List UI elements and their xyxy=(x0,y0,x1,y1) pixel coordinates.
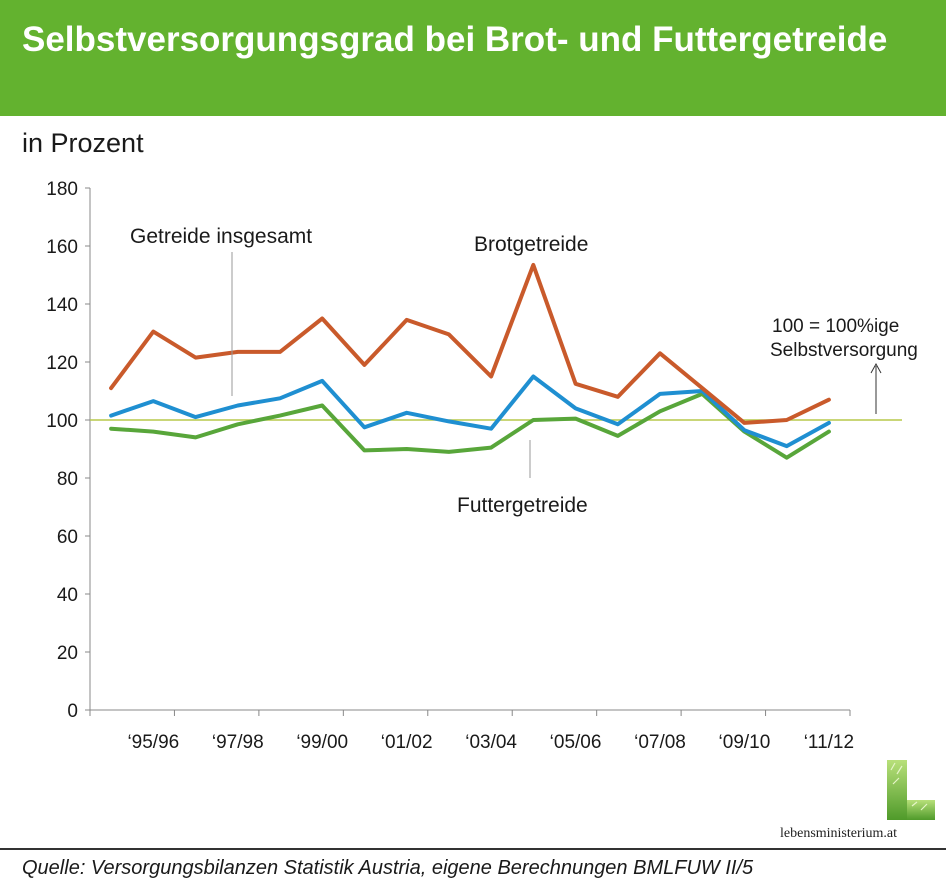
x-tick-label: ‘07/08 xyxy=(634,732,686,753)
label-getreide-insgesamt: Getreide insgesamt xyxy=(130,225,312,248)
x-tick-label: ‘11/12 xyxy=(804,732,854,753)
reference-arrow-head xyxy=(870,362,882,374)
source-note: Quelle: Versorgungsbilanzen Statistik Au… xyxy=(22,857,754,879)
y-unit-label: in Prozent xyxy=(22,128,144,158)
x-tick-label: ‘03/04 xyxy=(465,732,517,753)
y-tick-label: 20 xyxy=(57,643,78,664)
y-tick-label: 60 xyxy=(57,527,78,548)
y-tick-label: 40 xyxy=(57,585,78,606)
leaf-l-logo-icon xyxy=(887,760,935,820)
y-tick-label: 180 xyxy=(46,179,78,200)
series-line-brotgetreide xyxy=(109,262,831,425)
y-tick-label: 0 xyxy=(67,701,78,722)
label-reference-line2: Selbstversorgung xyxy=(770,340,918,361)
title-banner: Selbstversorgungsgrad bei Brot- und Futt… xyxy=(0,0,946,116)
series-line-getreide-insgesamt xyxy=(109,374,831,449)
x-tick-label: ‘95/96 xyxy=(127,732,179,753)
label-reference-line1: 100 = 100%ige xyxy=(772,316,899,337)
footer-divider xyxy=(0,848,946,850)
x-tick-label: ‘05/06 xyxy=(550,732,602,753)
chart-title: Selbstversorgungsgrad bei Brot- und Futt… xyxy=(22,20,888,59)
y-tick-label: 160 xyxy=(46,237,78,258)
line-chart: 0 20 40 60 80 100 120 140 160 180 ‘95/96 ‘97/98 ‘99/… xyxy=(46,179,918,753)
y-tick-label: 120 xyxy=(46,353,78,374)
logo-text: lebensministerium.at xyxy=(780,826,898,841)
x-tick-label: ‘09/10 xyxy=(719,732,771,753)
x-tick-label: ‘01/02 xyxy=(381,732,433,753)
label-brotgetreide: Brotgetreide xyxy=(474,233,588,256)
x-tick-label: ‘97/98 xyxy=(212,732,264,753)
label-futtergetreide: Futtergetreide xyxy=(457,494,588,517)
y-tick-label: 100 xyxy=(46,411,78,432)
y-tick-label: 80 xyxy=(57,469,78,490)
x-tick-label: ‘99/00 xyxy=(296,732,348,753)
y-tick-label: 140 xyxy=(46,295,78,316)
